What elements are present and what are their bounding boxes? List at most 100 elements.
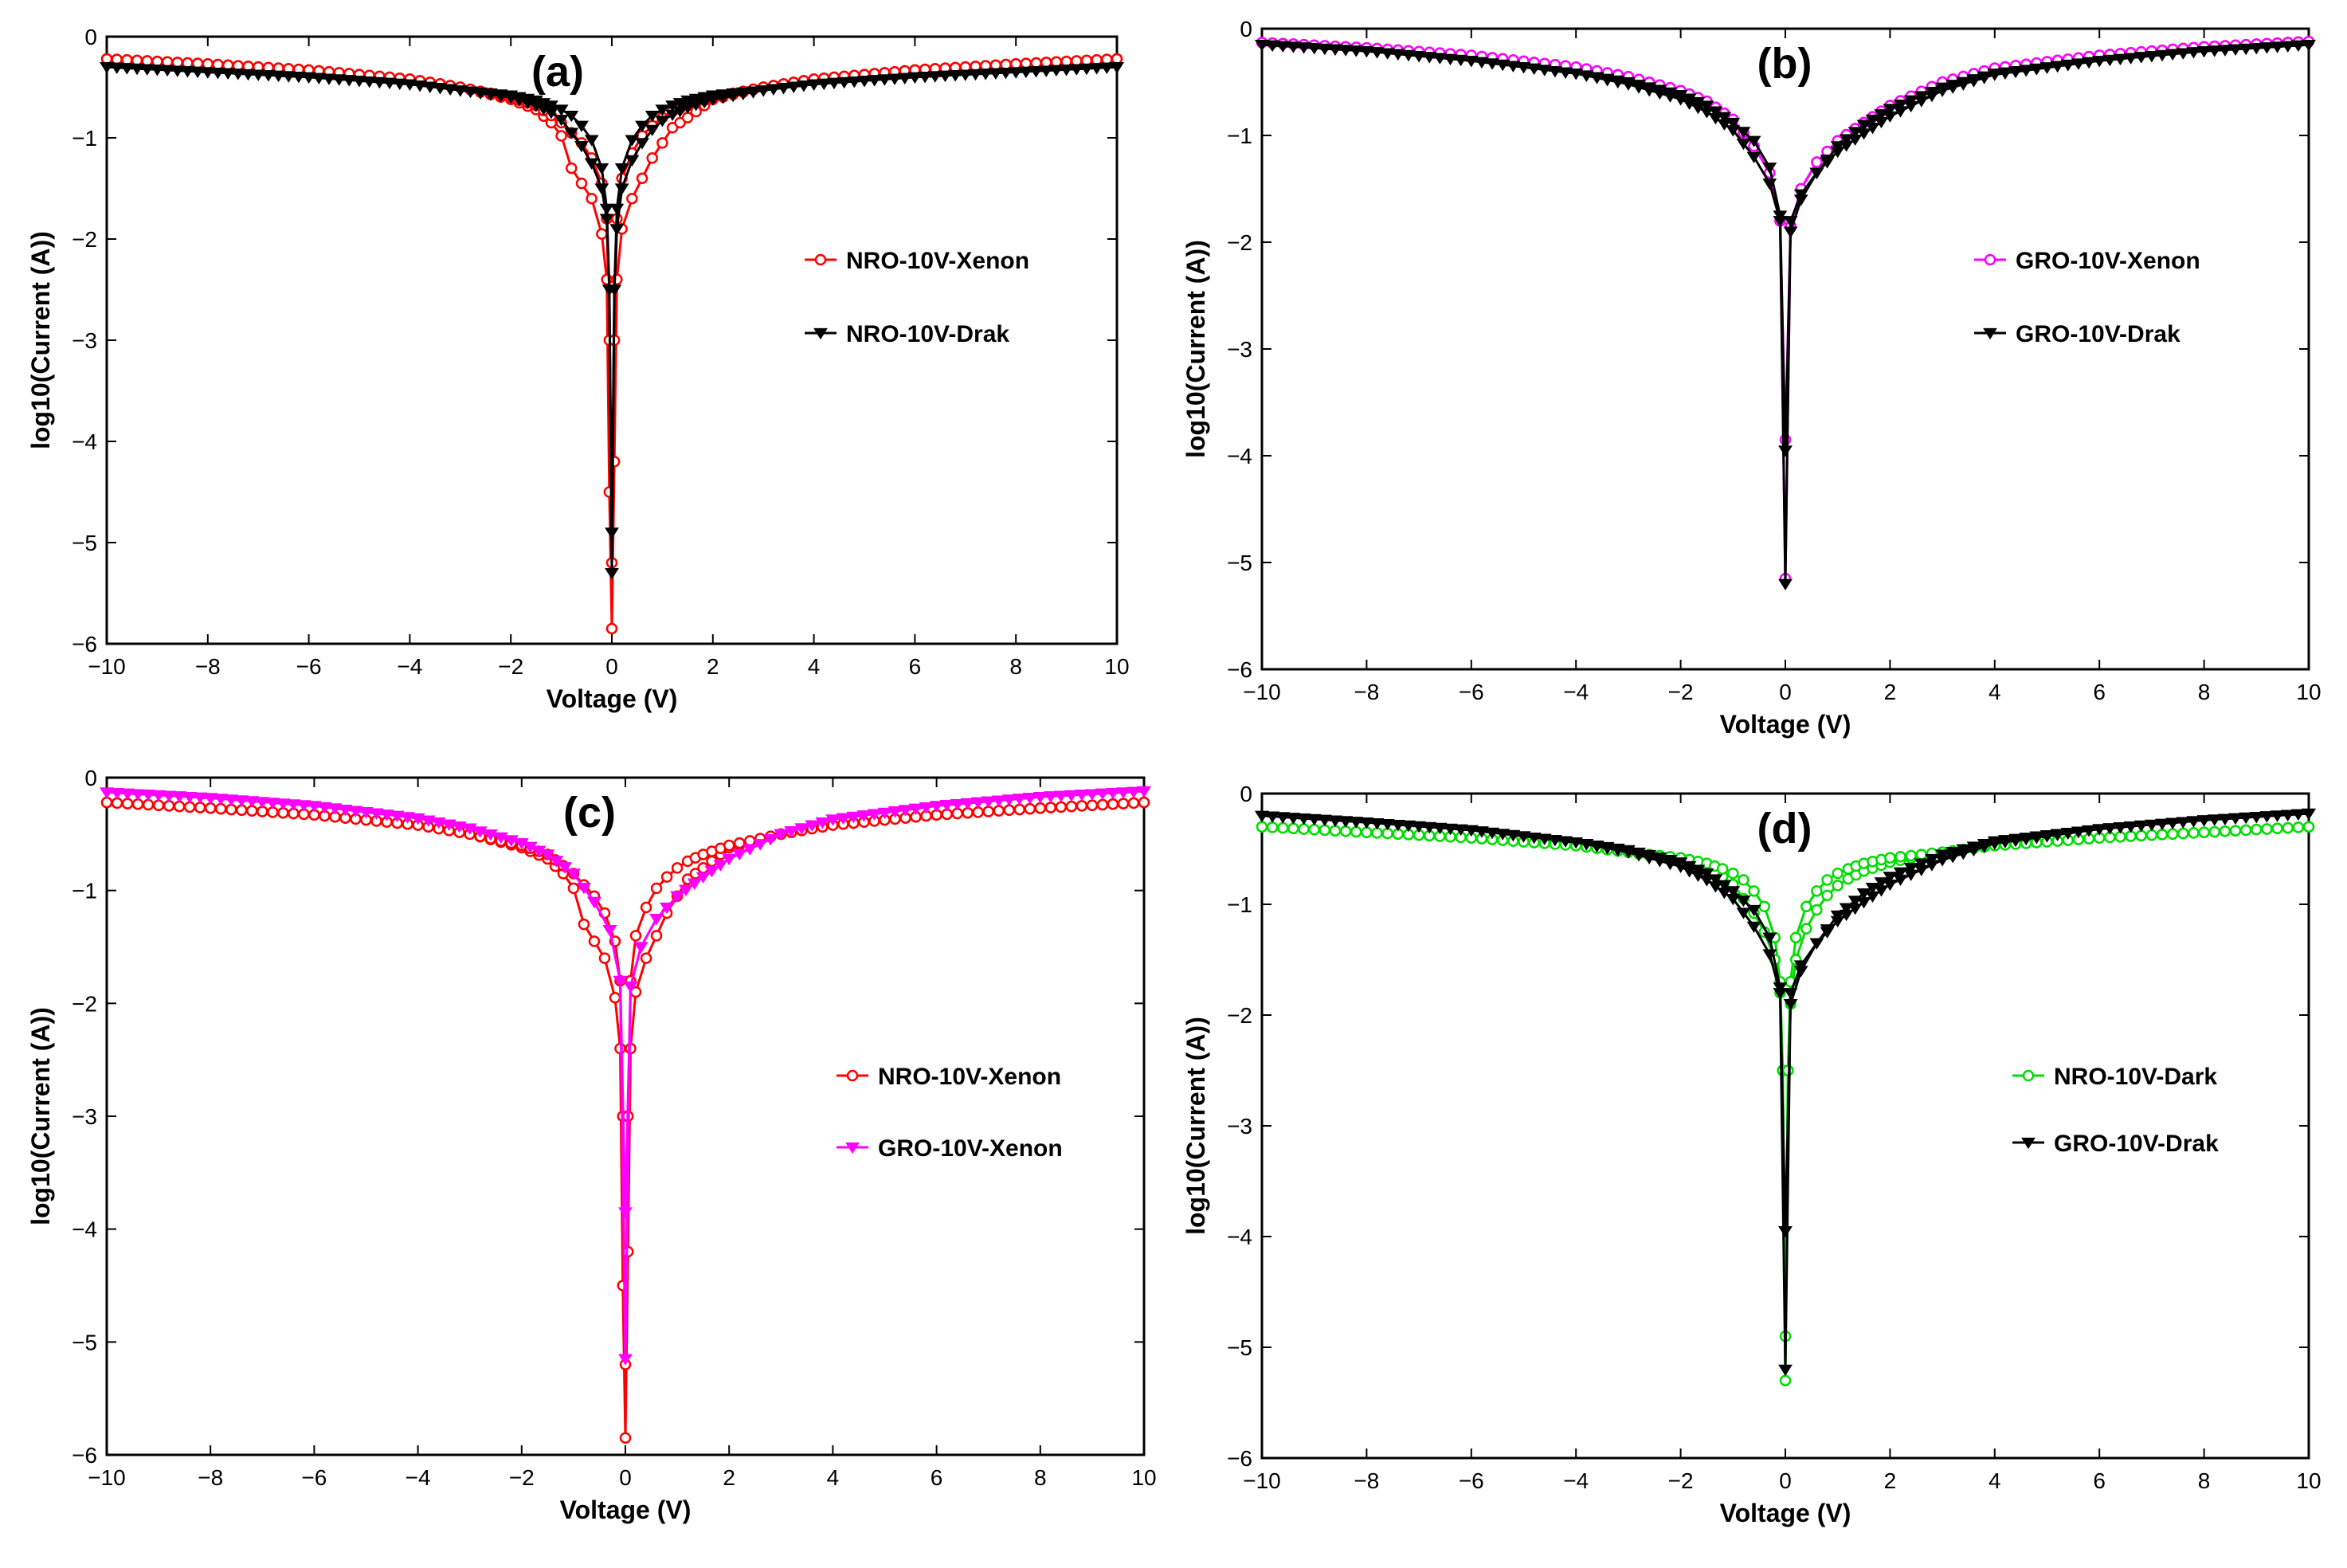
data-point	[1600, 73, 1615, 85]
data-point	[1275, 812, 1291, 824]
data-point	[1569, 837, 1584, 849]
data-point	[1298, 823, 1310, 835]
data-point	[241, 69, 256, 81]
data-point	[1820, 155, 1835, 167]
x-tick-label: −10	[1243, 1468, 1281, 1493]
data-point	[1380, 818, 1395, 831]
data-point	[613, 975, 628, 988]
x-tick-label: 10	[1104, 654, 1129, 679]
y-axis-label: log10(Current (A))	[26, 1007, 55, 1225]
data-point	[1307, 43, 1322, 55]
data-point	[204, 802, 217, 814]
data-point	[453, 85, 468, 97]
data-point	[649, 913, 664, 926]
data-point	[1350, 825, 1362, 838]
data-point	[656, 137, 668, 149]
data-point	[907, 72, 923, 84]
data-point	[130, 63, 144, 76]
data-point	[2123, 53, 2138, 65]
data-point	[483, 88, 498, 100]
data-point	[688, 93, 703, 106]
data-point	[2208, 825, 2220, 838]
data-point	[978, 69, 993, 80]
data-point	[1013, 803, 1026, 816]
data-point	[286, 799, 301, 811]
data-point	[1708, 106, 1723, 118]
data-point	[586, 192, 598, 205]
data-point	[566, 162, 578, 174]
data-point	[331, 74, 347, 86]
data-point	[564, 110, 579, 123]
legend-label: GRO-10V-Xenon	[2016, 248, 2200, 274]
data-point	[2029, 831, 2044, 843]
data-point	[705, 90, 720, 102]
data-point	[1839, 903, 1854, 915]
data-point	[1600, 841, 1615, 854]
x-tick-label: −6	[1459, 680, 1484, 704]
data-point	[1783, 988, 1798, 1000]
data-point	[160, 65, 174, 77]
data-point	[554, 104, 569, 116]
data-point	[1055, 801, 1068, 813]
data-point	[713, 860, 728, 872]
data-point	[472, 826, 488, 838]
data-point	[379, 809, 394, 821]
data-point	[929, 801, 944, 813]
data-point	[1905, 849, 1917, 862]
data-point	[2217, 45, 2232, 57]
data-point	[1663, 855, 1678, 867]
data-point	[100, 796, 113, 809]
legend-label: GRO-10V-Xenon	[878, 1135, 1063, 1162]
data-point	[660, 871, 673, 883]
data-point	[836, 813, 851, 825]
x-tick-label: −6	[301, 1465, 327, 1490]
data-point	[2290, 40, 2306, 53]
data-point	[1811, 156, 1823, 168]
data-point	[2280, 41, 2295, 53]
x-tick-label: 0	[1779, 680, 1792, 704]
data-point	[1485, 827, 1499, 840]
data-point	[1915, 849, 1928, 860]
data-point	[1589, 72, 1605, 84]
data-point	[100, 62, 114, 74]
data-point	[2144, 819, 2159, 832]
data-point	[1620, 76, 1636, 89]
data-point	[2113, 53, 2128, 65]
data-point	[1884, 852, 1896, 864]
data-point	[1053, 790, 1068, 802]
data-point	[1773, 982, 1788, 994]
data-point	[173, 800, 186, 813]
data-point	[614, 183, 629, 195]
data-point	[655, 104, 670, 116]
data-point	[867, 75, 882, 87]
data-point	[1329, 825, 1342, 837]
y-tick-label: −5	[1227, 551, 1252, 575]
data-point	[650, 882, 663, 895]
data-point	[1412, 51, 1427, 63]
data-point	[794, 823, 809, 835]
data-point	[735, 87, 750, 99]
data-point	[1369, 818, 1385, 830]
data-point	[671, 862, 684, 874]
data-point	[1883, 104, 1898, 116]
data-point	[214, 794, 229, 806]
data-point	[2125, 830, 2137, 842]
x-tick-label: 10	[2296, 1468, 2321, 1493]
y-tick-label: −3	[72, 328, 97, 353]
data-point	[1265, 40, 1280, 53]
data-point	[1727, 867, 1739, 880]
data-point	[2302, 821, 2315, 833]
data-point	[1390, 49, 1405, 61]
data-point	[988, 68, 1003, 80]
data-point	[1277, 821, 1289, 834]
data-point	[1328, 44, 1342, 56]
data-point	[1956, 844, 1971, 856]
data-point	[1820, 924, 1835, 936]
data-point	[746, 86, 761, 98]
data-point	[753, 839, 768, 851]
data-point	[1432, 822, 1448, 835]
data-point	[1307, 813, 1322, 826]
data-point	[948, 70, 963, 82]
legend-marker	[2021, 1137, 2036, 1150]
data-point	[1987, 836, 2002, 848]
